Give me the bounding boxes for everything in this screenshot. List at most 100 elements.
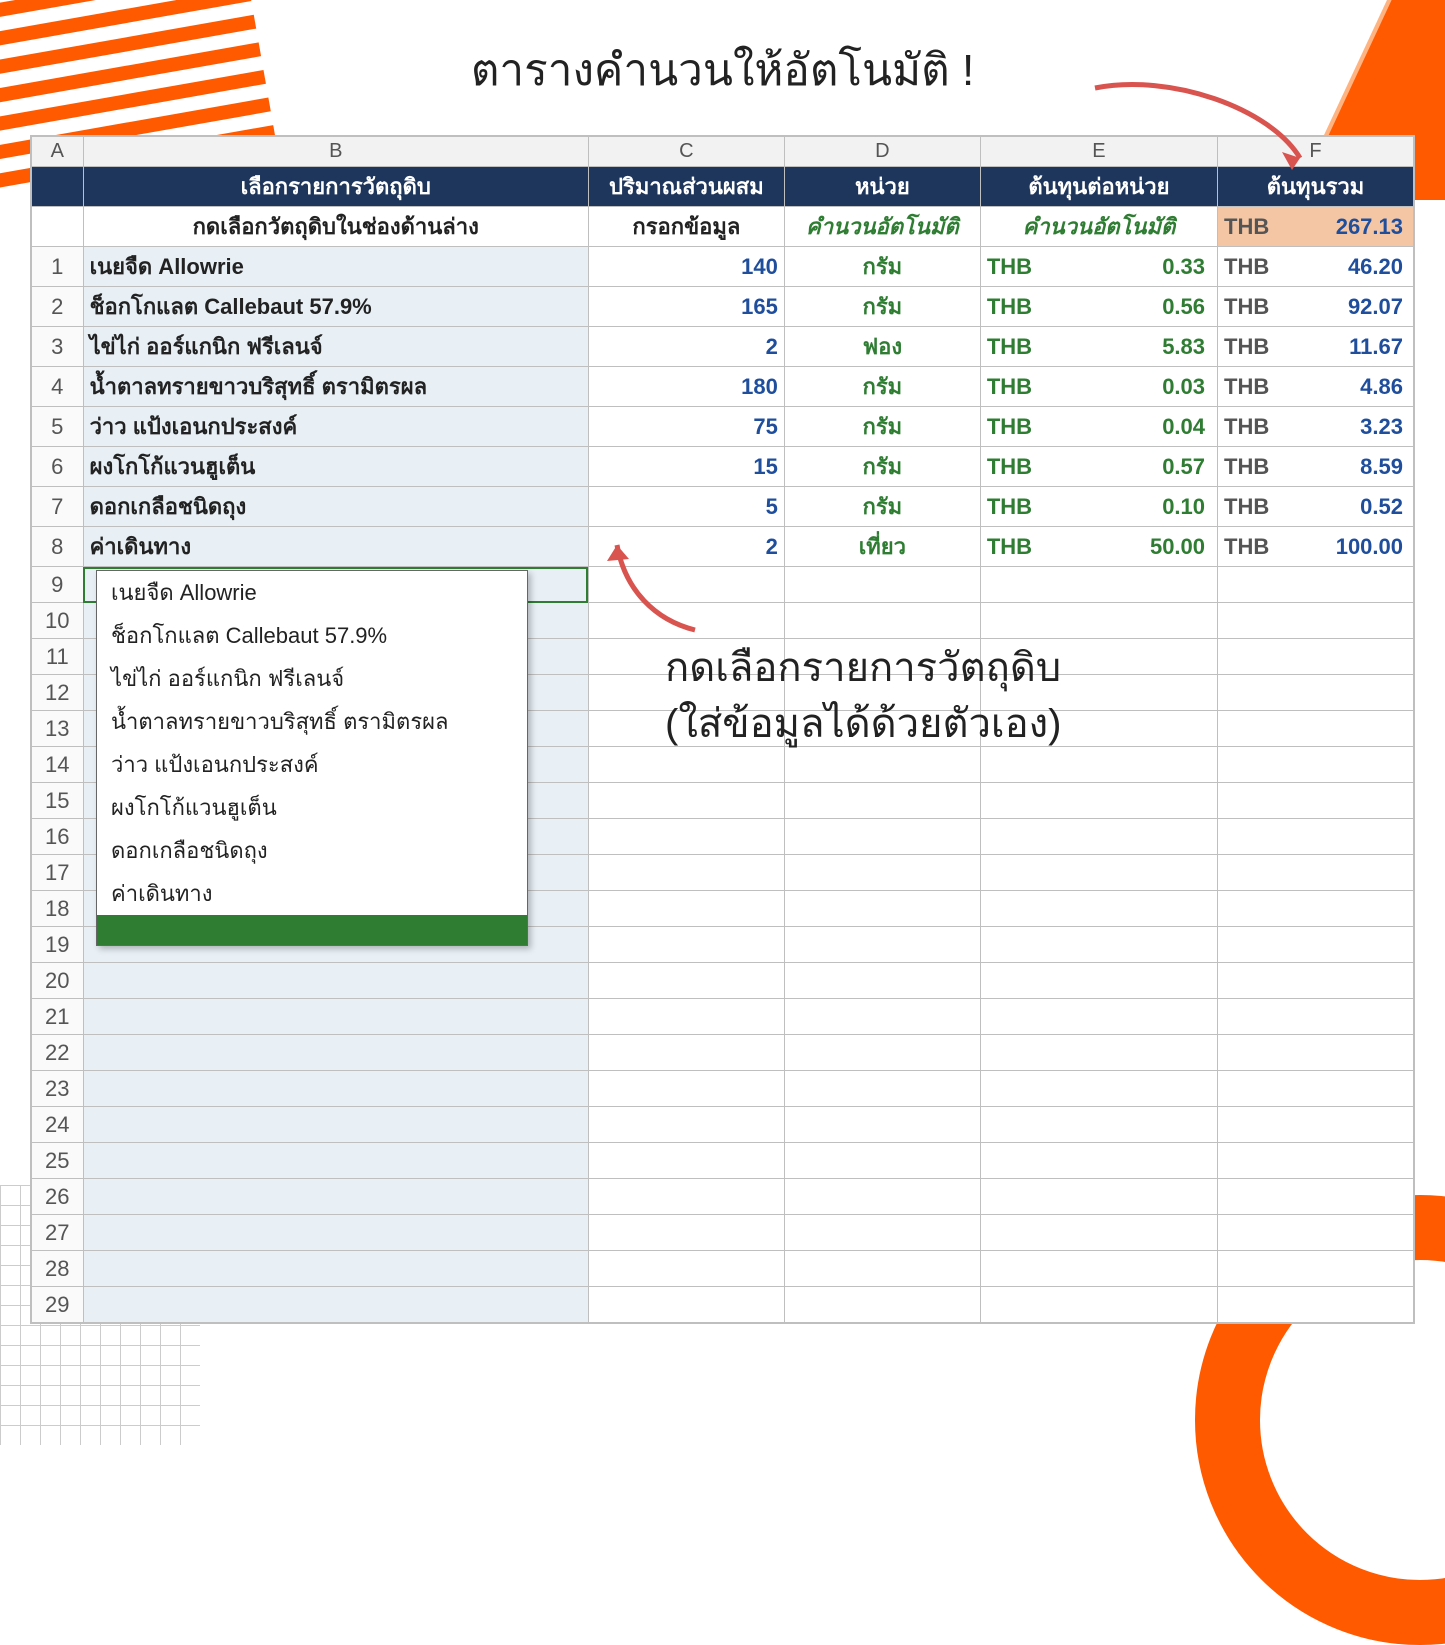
cell-total-cost[interactable]: THB11.67 xyxy=(1218,327,1414,367)
row-number[interactable]: 16 xyxy=(32,819,84,855)
cell-unit-cost[interactable] xyxy=(980,1179,1217,1215)
row-number[interactable]: 5 xyxy=(32,407,84,447)
cell-unit-cost[interactable] xyxy=(980,783,1217,819)
cell-quantity[interactable] xyxy=(588,1143,784,1179)
cell-unit[interactable] xyxy=(784,1215,980,1251)
row-number[interactable]: 26 xyxy=(32,1179,84,1215)
row-number[interactable]: 29 xyxy=(32,1287,84,1323)
cell-quantity[interactable]: 165 xyxy=(588,287,784,327)
cell-unit-cost[interactable]: THB0.03 xyxy=(980,367,1217,407)
cell-unit[interactable] xyxy=(784,603,980,639)
cell-unit-cost[interactable] xyxy=(980,1215,1217,1251)
cell-quantity[interactable] xyxy=(588,819,784,855)
row-number[interactable]: 2 xyxy=(32,287,84,327)
cell-quantity[interactable]: 180 xyxy=(588,367,784,407)
cell-unit-cost[interactable] xyxy=(980,1251,1217,1287)
cell-unit[interactable] xyxy=(784,963,980,999)
ingredient-dropdown[interactable]: เนยจืด Allowrie ช็อกโกแลต Callebaut 57.9… xyxy=(96,570,528,946)
cell-ingredient[interactable] xyxy=(83,1215,588,1251)
cell-quantity[interactable] xyxy=(588,1251,784,1287)
row-number[interactable]: 13 xyxy=(32,711,84,747)
cell-unit-cost[interactable] xyxy=(980,927,1217,963)
cell-total-cost[interactable] xyxy=(1218,639,1414,675)
cell-ingredient[interactable] xyxy=(83,999,588,1035)
cell-total-cost[interactable] xyxy=(1218,963,1414,999)
cell-unit-cost[interactable] xyxy=(980,819,1217,855)
cell-total-cost[interactable]: THB3.23 xyxy=(1218,407,1414,447)
row-number[interactable]: 15 xyxy=(32,783,84,819)
cell-total-cost[interactable] xyxy=(1218,819,1414,855)
cell-unit[interactable] xyxy=(784,999,980,1035)
cell-unit-cost[interactable] xyxy=(980,855,1217,891)
cell-ingredient[interactable] xyxy=(83,1107,588,1143)
cell-total-cost[interactable] xyxy=(1218,855,1414,891)
cell-total-cost[interactable] xyxy=(1218,999,1414,1035)
cell-unit[interactable] xyxy=(784,855,980,891)
cell-total-cost[interactable]: THB4.86 xyxy=(1218,367,1414,407)
cell-unit[interactable] xyxy=(784,1143,980,1179)
cell-total-cost[interactable]: THB92.07 xyxy=(1218,287,1414,327)
row-number[interactable]: 28 xyxy=(32,1251,84,1287)
row-number[interactable]: 10 xyxy=(32,603,84,639)
cell-total-cost[interactable] xyxy=(1218,1143,1414,1179)
cell-total-cost[interactable] xyxy=(1218,675,1414,711)
cell-total-cost[interactable] xyxy=(1218,1251,1414,1287)
cell-unit-cost[interactable] xyxy=(980,1287,1217,1323)
cell-quantity[interactable]: 2 xyxy=(588,327,784,367)
cell-unit[interactable] xyxy=(784,1107,980,1143)
cell-unit-cost[interactable] xyxy=(980,1071,1217,1107)
row-number[interactable]: 12 xyxy=(32,675,84,711)
row-number[interactable]: 8 xyxy=(32,527,84,567)
cell-unit[interactable]: ฟอง xyxy=(784,327,980,367)
cell-unit-cost[interactable]: THB50.00 xyxy=(980,527,1217,567)
cell-quantity[interactable] xyxy=(588,783,784,819)
cell-unit[interactable]: กรัม xyxy=(784,407,980,447)
col-a[interactable]: A xyxy=(32,137,84,167)
cell-total-cost[interactable] xyxy=(1218,1035,1414,1071)
cell-total-cost[interactable] xyxy=(1218,1179,1414,1215)
cell-unit-cost[interactable] xyxy=(980,999,1217,1035)
cell-ingredient[interactable] xyxy=(83,963,588,999)
row-number[interactable]: 21 xyxy=(32,999,84,1035)
cell-unit[interactable] xyxy=(784,783,980,819)
row-number[interactable]: 18 xyxy=(32,891,84,927)
dropdown-option[interactable]: เนยจืด Allowrie xyxy=(97,571,527,614)
cell-quantity[interactable] xyxy=(588,1071,784,1107)
cell-ingredient[interactable]: น้ำตาลทรายขาวบริสุทธิ์ ตรามิตรผล xyxy=(83,367,588,407)
cell-unit-cost[interactable] xyxy=(980,1107,1217,1143)
cell-total-cost[interactable]: THB0.52 xyxy=(1218,487,1414,527)
cell-unit[interactable]: กรัม xyxy=(784,247,980,287)
col-d[interactable]: D xyxy=(784,137,980,167)
cell-unit[interactable]: กรัม xyxy=(784,287,980,327)
cell-total-cost[interactable] xyxy=(1218,891,1414,927)
dropdown-option[interactable]: น้ำตาลทรายขาวบริสุทธิ์ ตรามิตรผล xyxy=(97,700,527,743)
cell-ingredient[interactable]: ว่าว แป้งเอนกประสงค์ xyxy=(83,407,588,447)
cell-unit[interactable] xyxy=(784,567,980,603)
cell-quantity[interactable] xyxy=(588,1107,784,1143)
cell-unit[interactable] xyxy=(784,1179,980,1215)
cell-quantity[interactable] xyxy=(588,1215,784,1251)
cell-ingredient[interactable]: ผงโกโก้แวนฮูเต็น xyxy=(83,447,588,487)
cell-quantity[interactable]: 15 xyxy=(588,447,784,487)
cell-quantity[interactable] xyxy=(588,963,784,999)
cell-quantity[interactable]: 140 xyxy=(588,247,784,287)
col-c[interactable]: C xyxy=(588,137,784,167)
cell-unit-cost[interactable]: THB0.04 xyxy=(980,407,1217,447)
cell-unit[interactable] xyxy=(784,1071,980,1107)
cell-unit-cost[interactable]: THB0.56 xyxy=(980,287,1217,327)
cell-quantity[interactable] xyxy=(588,891,784,927)
cell-ingredient[interactable] xyxy=(83,1143,588,1179)
cell-total-cost[interactable] xyxy=(1218,711,1414,747)
row-number[interactable]: 24 xyxy=(32,1107,84,1143)
cell-unit[interactable] xyxy=(784,819,980,855)
row-number[interactable]: 9 xyxy=(32,567,84,603)
cell-quantity[interactable] xyxy=(588,927,784,963)
dropdown-option[interactable]: ผงโกโก้แวนฮูเต็น xyxy=(97,786,527,829)
dropdown-option-highlighted[interactable] xyxy=(97,915,527,945)
cell-unit-cost[interactable]: THB5.83 xyxy=(980,327,1217,367)
cell-unit[interactable] xyxy=(784,891,980,927)
cell-total-cost[interactable] xyxy=(1218,1287,1414,1323)
row-number[interactable]: 1 xyxy=(32,247,84,287)
cell-ingredient[interactable] xyxy=(83,1071,588,1107)
cell-unit-cost[interactable]: THB0.10 xyxy=(980,487,1217,527)
